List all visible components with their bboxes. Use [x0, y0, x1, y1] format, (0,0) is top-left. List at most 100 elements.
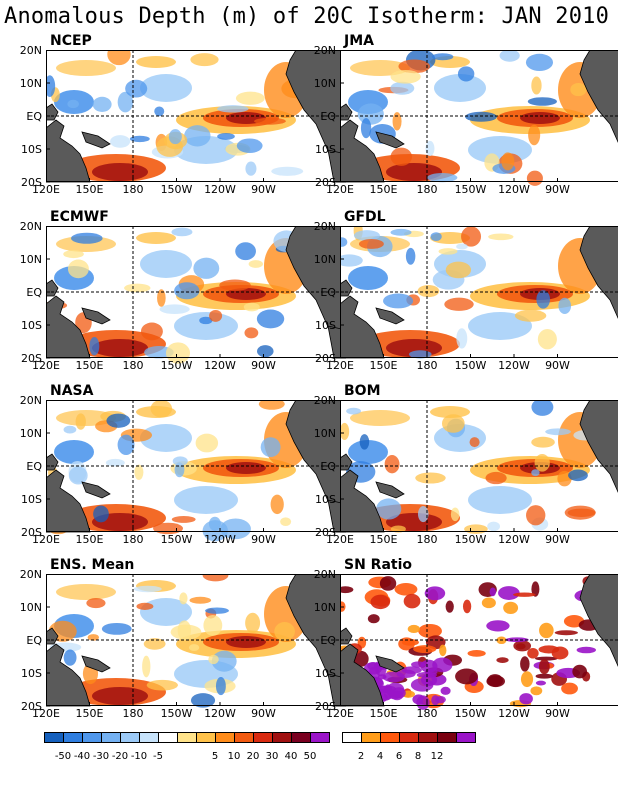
panel-nasa: NASA 20N 10N EQ 10S 20S 120E 150E 180 150W 120W 90…: [20, 383, 347, 559]
legend-swatch: [158, 732, 178, 743]
legend-label: 20: [246, 751, 260, 762]
legend-swatch: [139, 732, 159, 743]
figure-title: Anomalous Depth (m) of 20C Isotherm: JAN…: [4, 4, 610, 29]
legend-swatch: [456, 732, 476, 743]
lat-label: 10N: [19, 77, 42, 90]
lon-label: 120W: [498, 533, 530, 546]
legend-label: 50: [303, 751, 317, 762]
lon-label: 120W: [204, 183, 236, 196]
lon-label: 150W: [454, 533, 487, 546]
lat-label: 10S: [21, 493, 42, 506]
panel-ens: ENS. Mean 20N 10N EQ 10S 20S 120E 150E 180 150W 1…: [20, 557, 347, 733]
map-nasa: [45, 398, 347, 559]
lat-label: 10N: [313, 77, 336, 90]
legend-swatch: [234, 732, 254, 743]
legend-swatch: [177, 732, 197, 743]
legend-swatch: [418, 732, 438, 743]
legend-label: 5: [211, 751, 219, 762]
lon-label: 180: [416, 359, 438, 372]
legend-swatch: [380, 732, 400, 743]
legend-sn: 2 4 6 8 12: [342, 732, 482, 792]
lon-label: 180: [416, 533, 438, 546]
panel-jma: JMA 20N 10N EQ 10S 20S 120E 150E 180 150W 120W 90W: [314, 34, 618, 209]
legend-swatch: [310, 732, 330, 743]
lon-label: 150E: [75, 707, 104, 720]
lat-label: 20S: [21, 352, 42, 365]
legend-swatch: [44, 732, 64, 743]
legend-label: 6: [395, 751, 403, 762]
lat-label: 20N: [313, 220, 336, 233]
lon-label: 120E: [32, 533, 60, 546]
legend-swatch: [253, 732, 273, 743]
legend-swatch: [291, 732, 311, 743]
lon-label: 150E: [75, 359, 104, 372]
lat-label: EQ: [320, 286, 336, 299]
panel-label: NCEP: [50, 33, 92, 49]
map-jma: [332, 49, 618, 209]
panel-bom: BOM 20N 10N EQ 10S 20S 120E 150E 180 150W 120W 90W: [314, 384, 618, 559]
lat-label: 20N: [19, 220, 42, 233]
legend-label: 30: [265, 751, 279, 762]
legend-label: -30: [92, 751, 110, 762]
lon-label: 90W: [251, 707, 276, 720]
panel-label: GFDL: [344, 209, 386, 225]
lon-label: 120W: [204, 707, 236, 720]
legend-label: 2: [357, 751, 365, 762]
legend-label: -20: [111, 751, 129, 762]
lon-label: 150E: [369, 707, 398, 720]
lat-label: 10S: [315, 667, 336, 680]
lat-label: EQ: [320, 110, 336, 123]
lat-label: 10S: [21, 319, 42, 332]
lat-label: 10N: [313, 253, 336, 266]
lat-label: EQ: [26, 110, 42, 123]
lat-label: 20N: [19, 394, 42, 407]
lon-label: 120W: [498, 707, 530, 720]
lat-label: 20S: [315, 700, 336, 713]
lon-label: 120W: [498, 183, 530, 196]
lat-label: 10S: [21, 667, 42, 680]
lon-label: 150E: [369, 359, 398, 372]
lon-label: 150E: [75, 533, 104, 546]
panel-gfdl: GFDL 20N 10N EQ 10S 20S 120E 150E 180 150W 120W 90…: [314, 209, 618, 385]
lat-label: 10N: [19, 253, 42, 266]
lon-label: 120E: [32, 707, 60, 720]
legend-label: 8: [414, 751, 422, 762]
panel-label: ENS. Mean: [50, 557, 135, 573]
lat-label: EQ: [320, 634, 336, 647]
panel-label: NASA: [50, 383, 94, 399]
map-gfdl: [333, 221, 618, 385]
legend-label: -5: [153, 751, 163, 762]
panel-label: ECMWF: [50, 209, 109, 225]
legend-label: 40: [284, 751, 298, 762]
lat-label: 10S: [315, 493, 336, 506]
panel-sn: SN Ratio 20N 10N EQ 10S 20S 120E 150E 180 150W 12…: [314, 558, 618, 733]
lat-label: 10S: [315, 319, 336, 332]
lat-label: 20N: [313, 44, 336, 57]
lat-label: 20N: [313, 568, 336, 581]
lon-label: 120E: [326, 183, 354, 196]
lon-label: 150W: [454, 707, 487, 720]
legend-swatch: [437, 732, 457, 743]
lon-label: 150E: [369, 183, 398, 196]
legend-label: 4: [376, 751, 384, 762]
legend-swatch: [342, 732, 362, 743]
lon-label: 150W: [160, 183, 193, 196]
lat-label: EQ: [26, 634, 42, 647]
lon-label: 180: [416, 707, 438, 720]
lon-label: 120E: [326, 707, 354, 720]
legend-swatch: [120, 732, 140, 743]
legend-swatch: [215, 732, 235, 743]
lon-label: 180: [416, 183, 438, 196]
lat-label: 20S: [21, 176, 42, 189]
lat-label: EQ: [320, 460, 336, 473]
map-ncep: [44, 43, 347, 209]
lon-label: 150W: [454, 359, 487, 372]
lon-label: 90W: [251, 183, 276, 196]
lat-label: 20N: [313, 394, 336, 407]
lat-label: 10N: [313, 601, 336, 614]
lat-label: 20N: [19, 568, 42, 581]
lat-label: 10S: [315, 143, 336, 156]
lon-label: 150W: [160, 359, 193, 372]
lat-label: 10N: [19, 601, 42, 614]
legend-swatch: [101, 732, 121, 743]
